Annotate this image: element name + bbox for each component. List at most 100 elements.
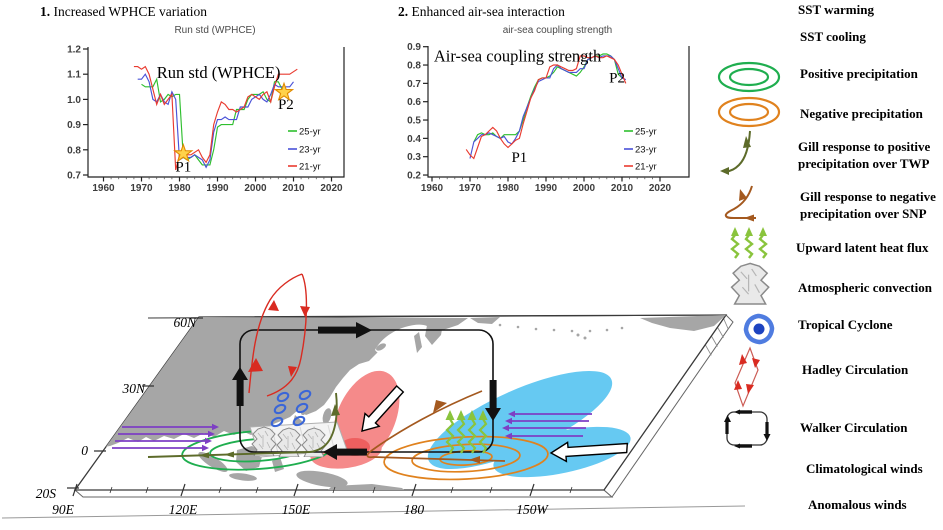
series-legend-label: 21-yr (635, 161, 657, 172)
x-tick-label: 1990 (206, 183, 229, 194)
ground-line (1, 505, 746, 519)
series-25-yr (141, 77, 287, 166)
walker-circulation-icon (724, 408, 772, 455)
x-tick-label: 1980 (168, 183, 191, 194)
x-tick-label: 2020 (320, 183, 343, 194)
legend-item-label: Upward latent heat flux (796, 240, 929, 255)
legend-item-label: Atmospheric convection (798, 280, 932, 295)
series-21-yr (133, 65, 298, 171)
annotation-run-std-wphce-: Run std (WPHCE) (157, 63, 281, 82)
y-tick-label: 0.7 (67, 171, 81, 182)
legend-item-label: SST warming (798, 2, 874, 17)
legend-item-label: Walker Circulation (800, 420, 908, 435)
lon-label-150w: 150W (516, 502, 549, 517)
lon-label-150e: 150E (282, 502, 311, 517)
lat-label-0: 0 (81, 443, 88, 458)
x-tick-label: 2000 (573, 183, 596, 194)
legend-item-label: Tropical Cyclone (798, 317, 893, 332)
chart-run-std-wphce: 1.2 1.1 1.0 0.9 0.8 0.7 1960 1970 1980 1990 2000 20… (67, 45, 345, 194)
lon-label-90e: 90E (52, 502, 75, 517)
y-tick-label: 1.0 (67, 95, 81, 106)
legend-item-label: Gill response to positive precipitation … (798, 139, 931, 171)
chart2-subtitle: air-sea coupling strength (502, 25, 613, 36)
panel1-title: Increased WPHCE variation (50, 4, 207, 19)
y-tick-label: 0.7 (407, 79, 421, 90)
annotation-p2: P2 (609, 70, 625, 86)
x-tick-label: 2020 (649, 183, 672, 194)
hadley-circulation-loop (248, 273, 310, 397)
phase-star (273, 81, 295, 101)
series-legend-label: 21-yr (299, 161, 321, 172)
lat-label-30n: 30N (121, 381, 146, 396)
map-plate-walls (73, 314, 734, 498)
x-tick-label: 2010 (282, 183, 305, 194)
y-tick-label: 1.2 (67, 45, 81, 56)
chart-axes (427, 46, 690, 178)
panel2-title: Enhanced air-sea interaction (408, 4, 565, 19)
atmospheric-convection-icon (730, 262, 774, 311)
tropical-cyclone-icon (742, 312, 776, 351)
hadley-circulation-icon (730, 344, 772, 417)
phase-star (173, 142, 194, 163)
y-tick-label: 0.9 (407, 42, 421, 53)
gill-response-twp-arrow (147, 392, 340, 459)
climatological-wind-arrow-west (361, 385, 405, 432)
anomalous-easterly-arrows (502, 410, 592, 440)
series-legend-label: 25-yr (635, 126, 657, 137)
panel2-number: 2. (398, 4, 409, 19)
lat-label-60n: 60N (173, 315, 197, 330)
anomalous-westerly-arrows (112, 423, 219, 452)
annotation-p1: P1 (175, 160, 191, 176)
land-mass (104, 315, 726, 490)
series-legend-label: 23-yr (299, 144, 321, 155)
series-legend-label: 25-yr (299, 126, 321, 137)
panel1-number: 1. (40, 4, 51, 19)
x-tick-label: 2010 (611, 183, 634, 194)
y-tick-label: 0.9 (67, 120, 81, 131)
chart-axes (87, 47, 345, 178)
x-tick-label: 1960 (92, 183, 115, 194)
climatological-wind-arrow-east (549, 441, 629, 463)
walker-circulation-loop (232, 322, 501, 460)
lon-label-180: 180 (404, 502, 425, 517)
legend-item-label: Gill response to negative precipitation … (800, 189, 936, 221)
legend-item-label: Anomalous winds (808, 497, 907, 512)
x-tick-label: 2000 (244, 183, 267, 194)
legend-item-label: Negative precipitation (800, 106, 923, 121)
map-axis-labels: 60N 30N 0 20S 90E 120E 150E 180 150W (36, 315, 550, 517)
lon-label-120e: 120E (169, 502, 198, 517)
legend-item-label: Positive precipitation (800, 66, 918, 81)
latent-heat-flux-icon (726, 224, 774, 265)
series-25-yr (473, 53, 623, 143)
map-axis-ticks (67, 317, 573, 497)
gill-response-snp-arrow (366, 390, 506, 464)
symbol-legend: SST warming SST cooling Positive precipita… (690, 0, 943, 530)
schematic-map: 60N 30N 0 20S 90E 120E 150E 180 150W (1, 273, 746, 519)
y-tick-label: 0.8 (67, 145, 81, 156)
negative-precipitation-rings-icon (716, 94, 782, 135)
series-21-yr (465, 55, 627, 160)
chart1-subtitle: Run std (WPHCE) (174, 25, 256, 36)
y-tick-label: 0.6 (407, 97, 421, 108)
x-tick-label: 1960 (421, 183, 444, 194)
y-tick-label: 0.3 (407, 152, 421, 163)
lat-label-20s: 20S (36, 486, 57, 501)
annotation-p1: P1 (511, 150, 527, 166)
series-23-yr (137, 73, 294, 169)
latent-heat-flux-arrows (445, 410, 488, 454)
legend-item-label: SST cooling (800, 29, 866, 44)
gill-twp-arrow-icon (720, 128, 764, 189)
y-tick-label: 1.1 (67, 70, 81, 81)
annotation-p2: P2 (278, 97, 294, 113)
panel1-heading: 1. Increased WPHCE variation (40, 4, 207, 20)
series-legend-label: 23-yr (635, 144, 657, 155)
positive-precipitation-rings-icon (716, 59, 782, 100)
y-tick-label: 0.4 (407, 134, 421, 145)
legend-item-label: Hadley Circulation (802, 362, 909, 377)
x-tick-label: 1970 (459, 183, 482, 194)
gill-snp-arrow-icon (718, 183, 762, 238)
x-tick-label: 1970 (130, 183, 153, 194)
panel2-heading: 2. Enhanced air-sea interaction (398, 4, 565, 20)
